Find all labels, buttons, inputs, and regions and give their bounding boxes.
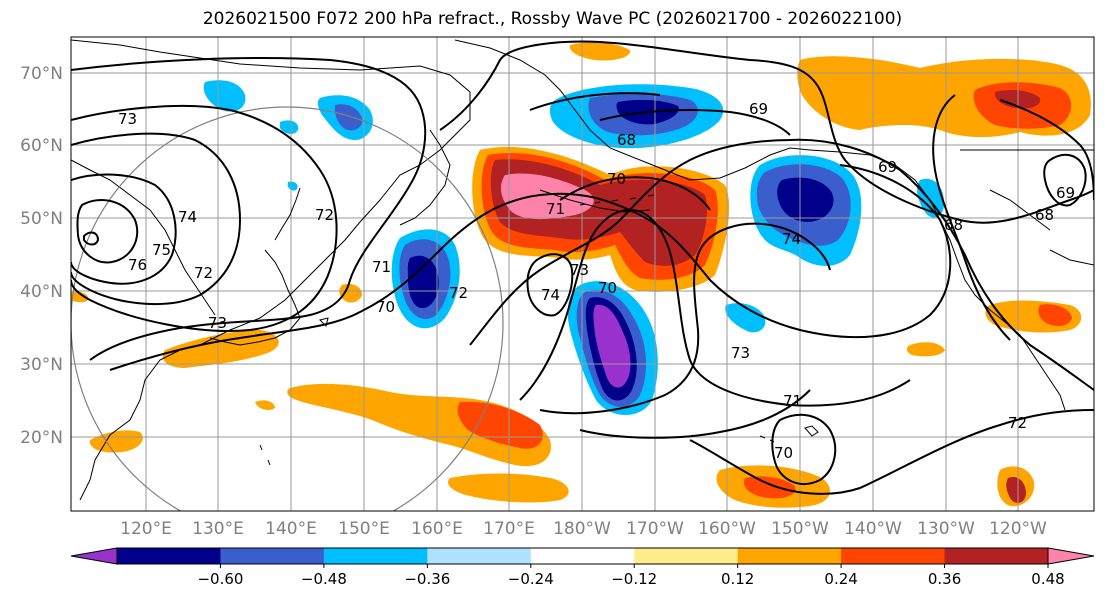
contour-label: 72 xyxy=(1008,414,1027,432)
colorbar-extend-min xyxy=(70,547,118,565)
contour-label: 70 xyxy=(376,298,395,316)
contour-label: 71 xyxy=(546,200,565,218)
contour-label: 74 xyxy=(178,208,197,226)
lon-label: 140°W xyxy=(844,519,902,539)
contour-label: 68 xyxy=(617,131,636,149)
contour-label: 70 xyxy=(598,279,617,297)
colorbar-segment xyxy=(944,548,1049,564)
contour-label: 69 xyxy=(878,158,897,176)
contour-label: 70 xyxy=(774,444,793,462)
colorbar-segment xyxy=(323,548,428,564)
contour-label: 68 xyxy=(1035,206,1054,224)
contour-label: 72 xyxy=(315,206,334,224)
colorbar-tick-label: 0.24 xyxy=(824,570,857,588)
lon-label: 150°E xyxy=(338,519,390,539)
graticule xyxy=(71,37,1094,511)
contour-label-group: 73 72 71 70 75 76 74 72 73 72 71 70 68 6… xyxy=(118,100,1075,462)
colorbar-tick-label: −0.12 xyxy=(611,570,657,588)
lon-label: 140°E xyxy=(265,519,317,539)
lon-label: 120°E xyxy=(120,519,172,539)
longitude-labels: 120°E 130°E 140°E 150°E 160°E 170°E 180°… xyxy=(120,519,1047,539)
colorbar-tick-label: −0.60 xyxy=(197,570,243,588)
contour-label: 75 xyxy=(152,241,171,259)
colorbar: −0.60 −0.48 −0.36 −0.24 −0.12 0.12 0.24 0.36 0.4… xyxy=(70,547,1095,588)
contour-label: 71 xyxy=(783,392,802,410)
region-circle xyxy=(71,106,504,511)
colorbar-tick-label: −0.48 xyxy=(301,570,347,588)
contour-label: 73 xyxy=(118,110,137,128)
colorbar-segment xyxy=(634,548,739,564)
contour-label: 72 xyxy=(449,284,468,302)
lat-label: 30°N xyxy=(20,355,63,375)
contour-label: 69 xyxy=(749,100,768,118)
contour-label: 73 xyxy=(731,344,750,362)
colorbar-tick-label: 0.12 xyxy=(721,570,754,588)
contour-label: 73 xyxy=(208,314,227,332)
lon-label: 170°E xyxy=(483,519,535,539)
lat-label: 50°N xyxy=(20,209,63,229)
lon-label: 130°E xyxy=(192,519,244,539)
colorbar-segment xyxy=(841,548,946,564)
contour-label: 74 xyxy=(541,286,560,304)
lat-label: 40°N xyxy=(20,282,63,302)
lat-label: 60°N xyxy=(20,136,63,156)
contour-label: 70 xyxy=(607,170,626,188)
contour-label: 74 xyxy=(782,230,801,248)
contour-label: 72 xyxy=(194,264,213,282)
colorbar-outline xyxy=(116,547,1049,565)
lon-label: 160°W xyxy=(698,519,756,539)
anomaly-negative-gulf-of-alaska xyxy=(750,155,862,266)
contour-label: 71 xyxy=(372,258,391,276)
lon-label: 150°W xyxy=(771,519,829,539)
refraction-contours xyxy=(71,40,1094,495)
latitude-labels: 70°N 60°N 50°N 40°N 30°N 20°N xyxy=(20,64,63,448)
contour-label: 73 xyxy=(570,261,589,279)
contour-label: 76 xyxy=(128,256,147,274)
anomaly-negative-kamchatka xyxy=(391,229,460,329)
contour-label: 68 xyxy=(944,216,963,234)
colorbar-extend-max xyxy=(1047,547,1095,565)
colorbar-tick-label: 0.36 xyxy=(928,570,961,588)
coastlines xyxy=(71,39,1094,501)
anomaly-positive-canada xyxy=(569,42,1091,138)
lat-label: 20°N xyxy=(20,428,63,448)
anomaly-negative-central-pacific xyxy=(567,281,658,415)
colorbar-segment xyxy=(737,548,842,564)
map-frame xyxy=(70,36,1095,512)
lat-label: 70°N xyxy=(20,64,63,84)
lon-label: 160°E xyxy=(411,519,463,539)
lon-label: 130°W xyxy=(917,519,975,539)
colorbar-tick-label: −0.24 xyxy=(508,570,554,588)
map-title: 2026021500 F072 200 hPa refract., Rossby… xyxy=(202,9,903,29)
colorbar-segment xyxy=(220,548,325,564)
colorbar-segment xyxy=(530,548,635,564)
lon-label: 120°W xyxy=(989,519,1047,539)
colorbar-tick-label: −0.36 xyxy=(404,570,450,588)
colorbar-segment xyxy=(117,548,221,564)
colorbar-segment xyxy=(427,548,532,564)
contour-label: 69 xyxy=(1056,184,1075,202)
lon-label: 180°W xyxy=(553,519,611,539)
lon-label: 170°W xyxy=(626,519,684,539)
colorbar-tick-label: 0.48 xyxy=(1031,570,1064,588)
